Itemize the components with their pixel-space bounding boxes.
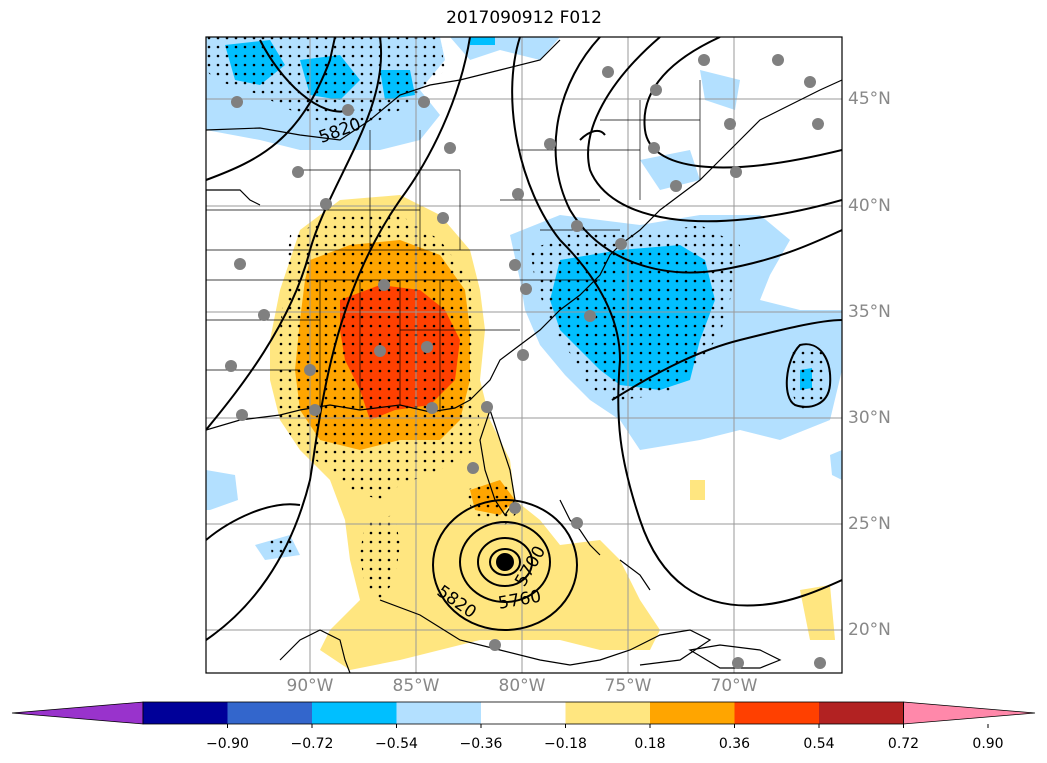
colorbar-segment xyxy=(565,702,650,724)
colorbar-segment xyxy=(481,702,566,724)
map-frame xyxy=(205,36,843,674)
lat-label-30n: 30°N xyxy=(848,408,891,428)
map-area: 5820 5700 5760 5820 xyxy=(206,37,842,673)
colorbar-tick-label: −0.18 xyxy=(544,736,587,752)
colorbar xyxy=(11,701,1036,728)
lat-label-40n: 40°N xyxy=(848,196,891,216)
lat-label-20n: 20°N xyxy=(848,620,891,640)
colorbar-segment xyxy=(312,702,397,724)
lon-label-80w: 80°W xyxy=(498,676,546,696)
colorbar-segment xyxy=(819,702,904,724)
colorbar-tick-label: −0.90 xyxy=(206,736,249,752)
colorbar-segment xyxy=(143,702,228,724)
lat-label-25n: 25°N xyxy=(848,514,891,534)
colorbar-frame xyxy=(142,701,904,725)
colorbar-tick-label: −0.72 xyxy=(290,736,334,752)
colorbar-segment xyxy=(396,702,481,724)
colorbar-tick-label: −0.54 xyxy=(375,736,418,752)
colorbar-segment xyxy=(734,702,819,724)
colorbar-segment xyxy=(650,702,735,724)
station-markers xyxy=(225,54,826,669)
colorbar-extend-low xyxy=(11,701,144,725)
colorbar-tick-label: −0.36 xyxy=(459,736,503,752)
colorbar-extend-high xyxy=(903,701,1036,725)
lon-label-75w: 75°W xyxy=(604,676,652,696)
lon-label-70w: 70°W xyxy=(710,676,758,696)
map-title: 2017090912 F012 xyxy=(446,8,602,28)
lon-label-90w: 90°W xyxy=(286,676,334,696)
lat-label-45n: 45°N xyxy=(848,89,891,109)
colorbar-tick-label: 0.72 xyxy=(887,736,920,752)
graticule xyxy=(206,37,842,673)
colorbar-tick-label: 0.36 xyxy=(718,736,751,752)
colorbar-tick-label: 0.18 xyxy=(634,736,666,752)
lon-label-85w: 85°W xyxy=(392,676,440,696)
height-contours xyxy=(206,37,842,641)
colorbar-tick-label: 0.54 xyxy=(803,736,835,752)
colorbar-segment xyxy=(227,702,312,724)
colorbar-tick-label: 0.90 xyxy=(972,736,1004,752)
lat-label-35n: 35°N xyxy=(848,302,891,322)
state-borders xyxy=(206,80,701,412)
